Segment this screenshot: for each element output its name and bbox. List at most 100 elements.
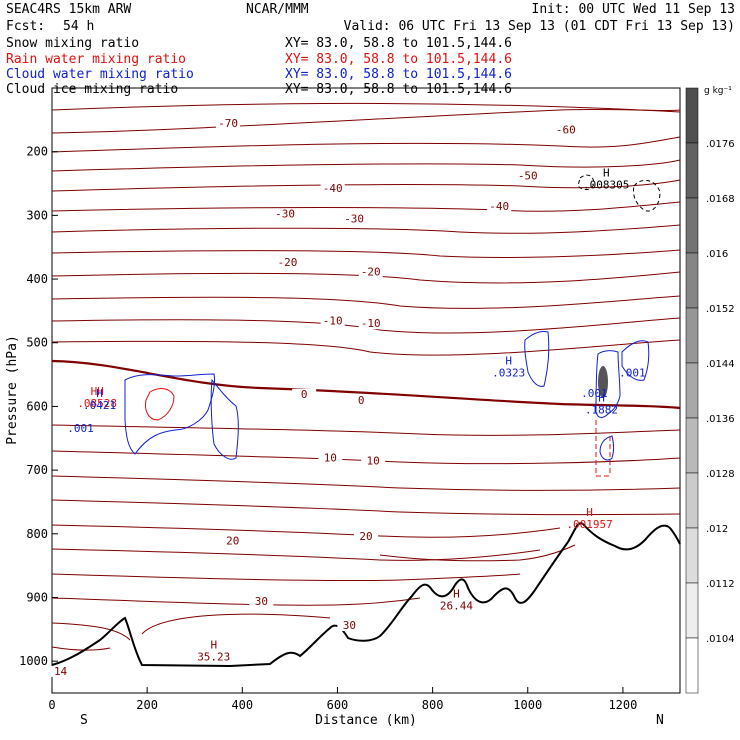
contour-label: 20 <box>226 534 239 547</box>
extremum-value: .001957 <box>566 518 612 531</box>
extremum-value: .008305 <box>583 179 629 192</box>
x-tick-label: 0 <box>48 698 55 712</box>
contour-label-bg <box>354 530 378 542</box>
field-rain-name: Rain water mixing ratio <box>6 52 186 67</box>
x-axis-title: Distance (km) <box>315 713 417 728</box>
colorbar-tick-label: .0128 <box>706 469 735 480</box>
extremum-value: 35.23 <box>197 651 230 664</box>
field-snow-name: Snow mixing ratio <box>6 36 139 51</box>
colorbar-tick-label: .0176 <box>706 139 735 150</box>
colorbar-swatch <box>685 87 699 144</box>
shaded-maximum <box>598 366 608 398</box>
extremum-marker: H <box>453 588 460 601</box>
snow-contours <box>577 174 661 212</box>
contour-label-bg <box>273 208 298 220</box>
small-value-labels: .001 .001 .001 <box>67 366 645 434</box>
contour-label-bg <box>349 395 374 407</box>
contour-labels: -70 -60 -50 -40 -40 -30 -30 -20 -20 -10 -10 0 0 10 10 2… <box>48 117 578 678</box>
contour-label: 0 <box>358 394 365 407</box>
extremum-marker: H <box>96 387 103 400</box>
colorbar-unit: g kg⁻¹ <box>704 86 732 96</box>
colorbar-swatch <box>685 582 699 639</box>
contour-label-bg <box>342 213 367 225</box>
fcst-value: 54 h <box>63 19 94 34</box>
colorbar-swatch <box>685 252 699 309</box>
colorbar-tick-label: .0112 <box>706 579 735 590</box>
x-tick-label: 1200 <box>608 698 637 712</box>
extremum-marker: H <box>505 355 512 368</box>
contour-label: 30 <box>343 619 356 632</box>
contour-label: -70 <box>218 117 238 130</box>
y-tick-label: 500 <box>26 336 48 350</box>
contour-label: -40 <box>323 182 343 195</box>
x-axis-left-label: S <box>80 713 88 728</box>
extremum-marker: H <box>210 639 217 652</box>
x-tick-label: 1000 <box>513 698 542 712</box>
colorbar-tick-label: .016 <box>706 249 728 260</box>
y-tick-label: 800 <box>26 527 48 541</box>
extremum-marker: H <box>603 167 610 180</box>
x-tick-label: 200 <box>136 698 158 712</box>
contour-label-bg <box>292 388 317 400</box>
contour-label-bg <box>220 535 245 547</box>
contour-label: -30 <box>344 213 364 226</box>
x-tick-label: 600 <box>327 698 349 712</box>
y-tick-label: 400 <box>26 272 48 286</box>
contour-label: -20 <box>278 256 298 269</box>
contour-label: -10 <box>361 317 381 330</box>
contour-label-bg <box>275 257 300 269</box>
contour-label: -60 <box>556 124 576 137</box>
field-cloud-ice-xy: XY= 83.0, 58.8 to 101.5,144.6 <box>285 82 512 97</box>
colorbar-tick-label: .0136 <box>706 414 735 425</box>
colorbar-tick-label: .0104 <box>706 634 735 645</box>
colorbar-swatch <box>685 362 699 419</box>
contour-label: -10 <box>323 315 343 328</box>
y-tick-label: 600 <box>26 399 48 413</box>
fcst-label: Fcst: <box>6 19 45 34</box>
contour-label-bg <box>515 170 540 182</box>
contour-label-bg <box>318 452 343 464</box>
extremum-value: .08528 <box>77 397 117 410</box>
field-rain-xy: XY= 83.0, 58.8 to 101.5,144.6 <box>285 52 512 67</box>
value-label: .001 <box>619 366 646 379</box>
contour-label: -40 <box>489 200 509 213</box>
colorbar-swatch <box>685 417 699 474</box>
colorbar-swatch <box>685 527 699 584</box>
value-label: .001 <box>581 387 608 400</box>
contour-label-bg <box>48 665 73 677</box>
x-tick-label: 800 <box>422 698 444 712</box>
y-tick-label: 1000 <box>19 654 48 668</box>
extremum-value: .1882 <box>585 404 618 417</box>
init-time: Init: 00 UTC Wed 11 Sep 13 <box>532 2 736 17</box>
cloud-water-contours <box>124 331 650 461</box>
colorbar-tick-label: .0152 <box>706 304 735 315</box>
plot-frame <box>51 87 681 694</box>
extremum-marker: HH <box>91 385 104 398</box>
colorbar: .0176 .0168 .016 .0152 .0144 .0136 .0128 .012 .0… <box>685 87 735 694</box>
contour-label: -30 <box>275 208 295 221</box>
contour-label: 10 <box>324 452 337 465</box>
colorbar-swatch <box>685 637 699 694</box>
contour-label: -20 <box>361 266 381 279</box>
contour-label-bg <box>320 315 345 327</box>
contour-label-bg <box>358 318 383 330</box>
colorbar-swatch <box>685 142 699 199</box>
center-title: NCAR/MMM <box>246 2 309 17</box>
field-snow-xy: XY= 83.0, 58.8 to 101.5,144.6 <box>285 36 512 51</box>
contour-label-bg <box>337 620 362 632</box>
valid-time: Valid: 06 UTC Fri 13 Sep 13 (01 CDT Fri … <box>344 19 735 34</box>
contour-label: 10 <box>367 455 380 468</box>
contour-label-bg <box>358 266 383 278</box>
extremum-value: .0323 <box>492 367 525 380</box>
value-label: .001 <box>67 422 94 435</box>
x-tick-label: 400 <box>231 698 253 712</box>
colorbar-tick-label: .0144 <box>706 359 735 370</box>
colorbar-tick-label: .012 <box>706 524 728 535</box>
rain-water-contours <box>145 388 611 477</box>
contour-label: 14 <box>54 665 68 678</box>
model-title: SEAC4RS 15km ARW <box>6 2 131 17</box>
y-axis-title: Pressure (hPa) <box>5 335 20 445</box>
y-tick-label: 300 <box>26 208 48 222</box>
y-tick-label: 700 <box>26 463 48 477</box>
